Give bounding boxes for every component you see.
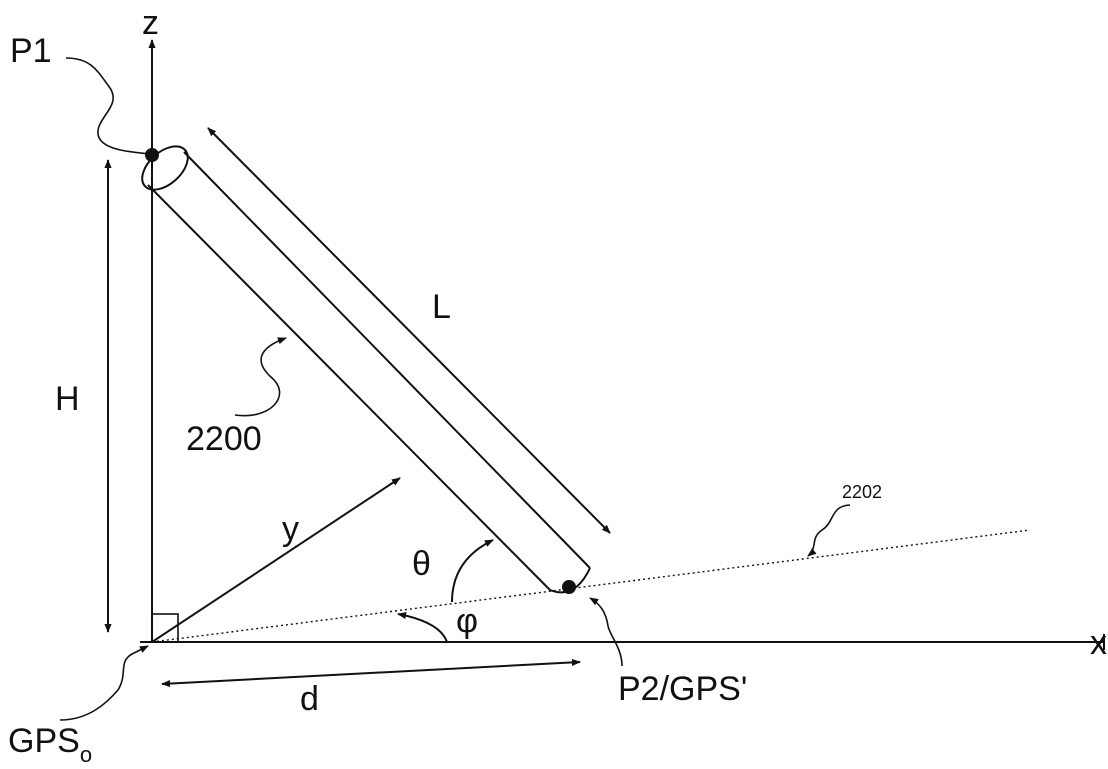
label-distance: d [300, 680, 319, 718]
pole-2200 [141, 145, 591, 594]
label-line-ref: 2202 [842, 482, 882, 502]
label-gps-origin-sub: o [80, 742, 92, 767]
leader-gps-origin [59, 645, 149, 721]
leader-2200 [234, 337, 287, 417]
length-arrow [207, 127, 611, 534]
label-height: H [55, 380, 80, 418]
point-p1 [145, 148, 159, 162]
leader-2202 [807, 504, 851, 557]
right-angle-marker [151, 613, 179, 643]
y-axis-arrow [151, 477, 401, 643]
label-phi: φ [456, 602, 478, 640]
phi-arc [397, 611, 448, 643]
pole-left-edge [147, 184, 551, 591]
point-p2 [562, 580, 576, 594]
label-theta: θ [412, 545, 431, 583]
label-x-axis: x [1090, 624, 1107, 662]
theta-arc [451, 539, 494, 603]
label-gps-origin: GPSo [8, 722, 92, 767]
label-p1: P1 [10, 32, 52, 70]
label-z-axis: z [142, 4, 159, 42]
leader-p1 [65, 57, 151, 155]
label-pole-ref: 2200 [186, 420, 262, 458]
label-p2: P2/GPS' [618, 670, 747, 708]
pole-right-edge [183, 151, 591, 569]
pole-top-ellipse [141, 145, 189, 191]
leader-p2 [589, 597, 623, 667]
label-length: L [432, 288, 451, 326]
label-gps-origin-base: GPS [8, 722, 80, 760]
label-y-axis: y [282, 510, 299, 548]
distance-arrow [161, 658, 581, 688]
